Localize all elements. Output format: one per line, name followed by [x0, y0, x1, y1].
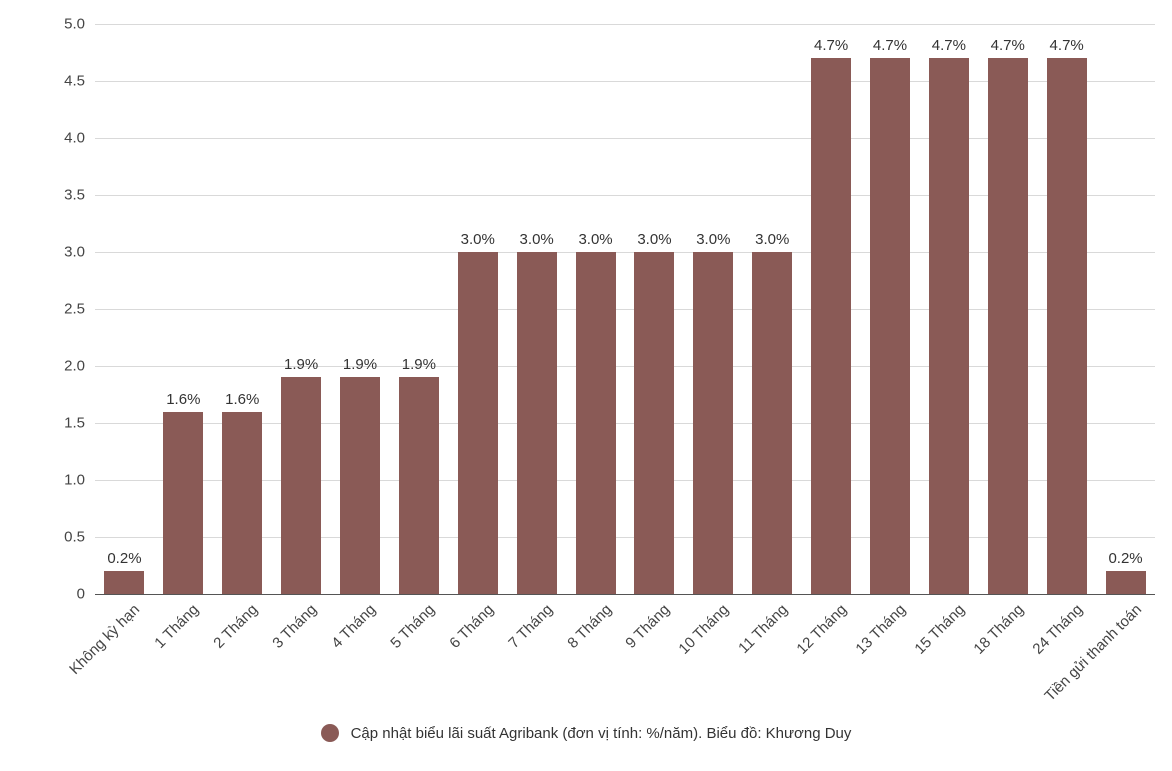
- bar-slot: 4.7%15 Tháng: [919, 24, 978, 594]
- bar-slot: 0.2%Không kỳ hạn: [95, 24, 154, 594]
- y-tick-label: 3.0: [64, 244, 95, 261]
- bar: 4.7%: [988, 58, 1028, 594]
- bar-slot: 1.9%3 Tháng: [272, 24, 331, 594]
- y-tick-label: 0: [77, 586, 95, 603]
- y-tick-label: 1.5: [64, 415, 95, 432]
- bar-value-label: 3.0%: [578, 231, 612, 252]
- bar-value-label: 4.7%: [1050, 37, 1084, 58]
- x-tick-label: 9 Tháng: [623, 601, 674, 652]
- y-tick-label: 1.0: [64, 472, 95, 489]
- x-tick-label: Không kỳ hạn: [67, 601, 144, 678]
- bar-value-label: 0.2%: [107, 550, 141, 571]
- bar-value-label: 3.0%: [696, 231, 730, 252]
- x-tick-label: 4 Tháng: [328, 601, 379, 652]
- x-tick-label: 1 Tháng: [152, 601, 203, 652]
- bar-value-label: 3.0%: [461, 231, 495, 252]
- legend-text: Cập nhật biểu lãi suất Agribank (đơn vị …: [351, 725, 852, 742]
- x-tick-label: 13 Tháng: [852, 601, 909, 658]
- bar-value-label: 3.0%: [637, 231, 671, 252]
- bar-slot: 3.0%11 Tháng: [743, 24, 802, 594]
- bar: 1.6%: [222, 412, 262, 594]
- bars-container: 0.2%Không kỳ hạn1.6%1 Tháng1.6%2 Tháng1.…: [95, 24, 1155, 594]
- bar-value-label: 4.7%: [932, 37, 966, 58]
- bar: 1.9%: [399, 377, 439, 594]
- bar-value-label: 4.7%: [991, 37, 1025, 58]
- bar: 1.9%: [340, 377, 380, 594]
- bar: 3.0%: [458, 252, 498, 594]
- y-tick-label: 4.5: [64, 73, 95, 90]
- bar: 3.0%: [634, 252, 674, 594]
- bar-value-label: 4.7%: [814, 37, 848, 58]
- x-tick-label: 24 Tháng: [1029, 601, 1086, 658]
- bar-slot: 4.7%24 Tháng: [1037, 24, 1096, 594]
- bar-slot: 1.9%5 Tháng: [389, 24, 448, 594]
- y-tick-label: 3.5: [64, 187, 95, 204]
- bar-value-label: 1.9%: [284, 356, 318, 377]
- bar-value-label: 0.2%: [1108, 550, 1142, 571]
- bar-slot: 4.7%18 Tháng: [978, 24, 1037, 594]
- y-tick-label: 5.0: [64, 16, 95, 33]
- y-tick-label: 0.5: [64, 529, 95, 546]
- bar: 3.0%: [517, 252, 557, 594]
- bar-slot: 1.6%2 Tháng: [213, 24, 272, 594]
- bar-slot: 1.6%1 Tháng: [154, 24, 213, 594]
- bar-value-label: 3.0%: [755, 231, 789, 252]
- x-tick-label: 2 Tháng: [211, 601, 262, 652]
- y-tick-label: 2.0: [64, 358, 95, 375]
- bar: 0.2%: [1106, 571, 1146, 594]
- bar-value-label: 1.9%: [402, 356, 436, 377]
- bar-slot: 0.2%Tiền gửi thanh toán: [1096, 24, 1155, 594]
- bar: 4.7%: [929, 58, 969, 594]
- bar-value-label: 1.6%: [225, 391, 259, 412]
- y-tick-label: 2.5: [64, 301, 95, 318]
- bar: 3.0%: [693, 252, 733, 594]
- x-tick-label: 12 Tháng: [794, 601, 851, 658]
- bar-slot: 3.0%6 Tháng: [448, 24, 507, 594]
- bar-slot: 3.0%8 Tháng: [566, 24, 625, 594]
- bar-slot: 4.7%12 Tháng: [802, 24, 861, 594]
- bar-slot: 3.0%9 Tháng: [625, 24, 684, 594]
- bar-slot: 3.0%7 Tháng: [507, 24, 566, 594]
- bar: 4.7%: [1047, 58, 1087, 594]
- x-tick-label: 6 Tháng: [446, 601, 497, 652]
- bar-value-label: 1.6%: [166, 391, 200, 412]
- x-tick-label: 3 Tháng: [269, 601, 320, 652]
- legend-swatch-icon: [321, 724, 339, 742]
- y-tick-label: 4.0: [64, 130, 95, 147]
- interest-rate-bar-chart: 00.51.01.52.02.53.03.54.04.55.0 0.2%Khôn…: [0, 0, 1172, 771]
- chart-legend: Cập nhật biểu lãi suất Agribank (đơn vị …: [0, 724, 1172, 742]
- x-tick-label: 8 Tháng: [564, 601, 615, 652]
- x-tick-label: 10 Tháng: [676, 601, 733, 658]
- bar-slot: 4.7%13 Tháng: [861, 24, 920, 594]
- bar-value-label: 1.9%: [343, 356, 377, 377]
- x-tick-label: Tiền gửi thanh toán: [1041, 601, 1145, 705]
- bar: 1.9%: [281, 377, 321, 594]
- x-tick-label: 5 Tháng: [387, 601, 438, 652]
- x-tick-label: 7 Tháng: [505, 601, 556, 652]
- bar-slot: 1.9%4 Tháng: [331, 24, 390, 594]
- x-axis-line: [95, 594, 1155, 595]
- bar: 3.0%: [576, 252, 616, 594]
- bar: 4.7%: [870, 58, 910, 594]
- bar: 4.7%: [811, 58, 851, 594]
- x-tick-label: 18 Tháng: [970, 601, 1027, 658]
- bar-slot: 3.0%10 Tháng: [684, 24, 743, 594]
- bar: 1.6%: [163, 412, 203, 594]
- plot-area: 00.51.01.52.02.53.03.54.04.55.0 0.2%Khôn…: [95, 24, 1155, 594]
- bar-value-label: 4.7%: [873, 37, 907, 58]
- bar-value-label: 3.0%: [520, 231, 554, 252]
- bar: 0.2%: [104, 571, 144, 594]
- x-tick-label: 15 Tháng: [911, 601, 968, 658]
- bar: 3.0%: [752, 252, 792, 594]
- x-tick-label: 11 Tháng: [735, 601, 791, 657]
